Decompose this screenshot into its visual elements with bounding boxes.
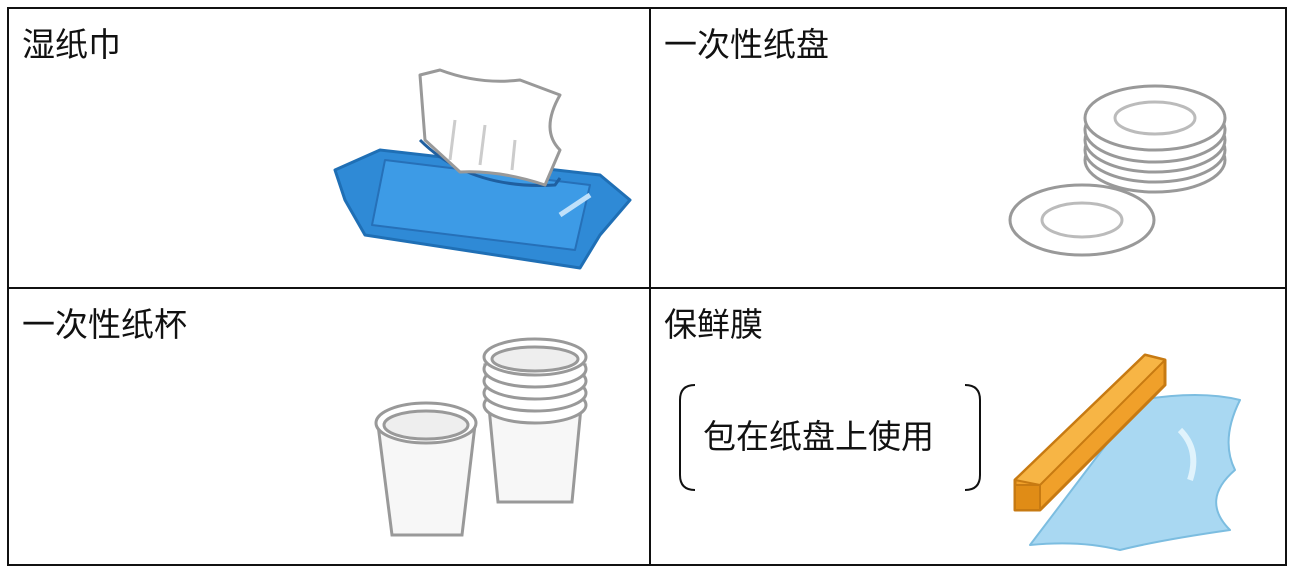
cell-label: 一次性纸盘 — [664, 25, 829, 64]
cell-label: 保鲜膜 — [664, 305, 763, 344]
cell-label: 一次性纸杯 — [22, 305, 187, 344]
wet-wipes-illustration — [333, 68, 632, 270]
note-bracket — [679, 384, 981, 491]
cell-note: 包在纸盘上使用 — [703, 417, 934, 456]
plastic-wrap-illustration — [1013, 353, 1241, 551]
cell-label: 湿纸巾 — [22, 25, 121, 64]
paper-plates-illustration — [1008, 84, 1227, 257]
paper-cups-illustration — [374, 337, 588, 537]
table-grid — [7, 7, 1287, 566]
